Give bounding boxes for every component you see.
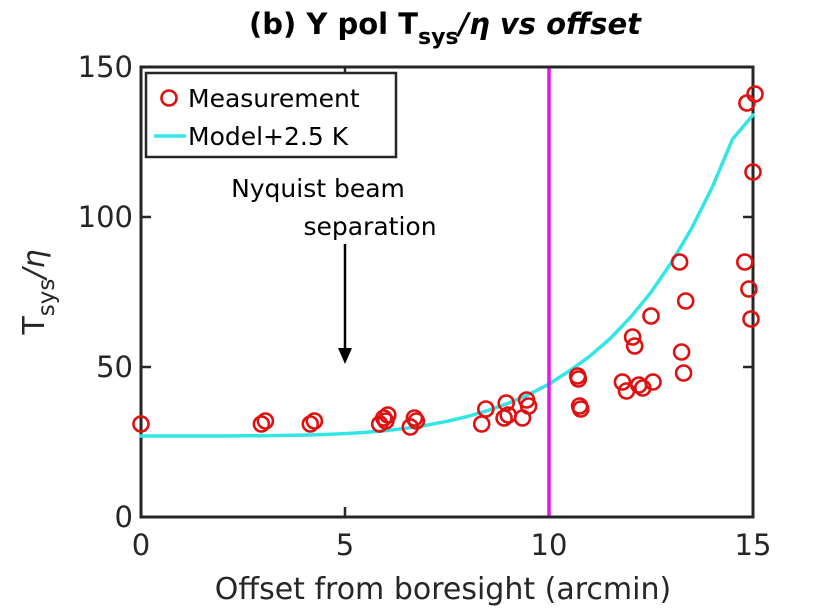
x-tick-label: 0: [132, 528, 150, 562]
x-tick-label: 5: [336, 528, 354, 562]
x-tick-label: 15: [735, 528, 772, 562]
y-tick-label: 100: [78, 200, 133, 234]
measurement-point: [670, 253, 689, 271]
measurement-point: [569, 370, 588, 388]
measurement-series: [132, 85, 764, 436]
y-tick-label: 0: [115, 500, 133, 534]
measurement-point: [625, 337, 644, 355]
legend-label-measurement: Measurement: [188, 84, 360, 113]
measurement-point: [746, 85, 764, 103]
chart-title-main: (b) Y pol T: [249, 7, 418, 41]
measurement-point: [476, 400, 495, 418]
measurement-point: [613, 373, 632, 391]
y-axis-label-sub: sys: [34, 279, 60, 317]
measurement-point: [519, 397, 538, 415]
annotation-line-2: separation: [303, 212, 436, 241]
measurement-point: [305, 412, 324, 430]
measurement-point: [674, 364, 693, 382]
annotation-line-1: Nyquist beam: [231, 174, 405, 203]
y-tick-label: 150: [78, 50, 133, 84]
measurement-point: [256, 412, 275, 430]
legend-marker-measurement: [160, 89, 178, 107]
chart-title-tail: /η vs offset: [456, 7, 643, 41]
measurement-point: [132, 415, 150, 433]
y-tick-label: 50: [96, 350, 133, 384]
measurement-point: [301, 415, 320, 433]
legend: Measurement Model+2.5 K: [144, 71, 398, 159]
measurement-point: [676, 292, 695, 310]
measurement-point: [571, 400, 590, 418]
measurement-point: [497, 394, 516, 412]
measurement-point: [642, 307, 660, 325]
measurement-point: [672, 343, 691, 361]
legend-label-model: Model+2.5 K: [188, 122, 349, 151]
legend-box: [144, 71, 398, 159]
chart-title: (b) Y pol Tsys/η vs offset: [249, 7, 642, 50]
x-tick-label: 10: [531, 528, 568, 562]
model-series: [139, 113, 755, 438]
measurement-point: [740, 280, 758, 298]
measurement-point: [252, 415, 271, 433]
x-axis-label: Offset from boresight (arcmin): [215, 572, 671, 607]
y-axis-label: Tsys/η: [17, 249, 60, 335]
model-curve: [139, 113, 755, 438]
chart-title-sub: sys: [418, 25, 459, 50]
measurement-point: [623, 328, 642, 346]
nyquist-annotation: Nyquist beam separation: [231, 174, 437, 364]
annotation-arrow-head: [338, 348, 352, 364]
measurement-point: [644, 373, 662, 391]
y-axis-label-tail: /η: [17, 249, 52, 281]
measurement-point: [742, 310, 760, 328]
measurement-point: [735, 253, 754, 271]
measurement-point: [378, 406, 397, 424]
measurement-point: [744, 163, 762, 181]
measurement-point: [407, 412, 426, 430]
y-axis-label-main: T: [17, 316, 52, 336]
